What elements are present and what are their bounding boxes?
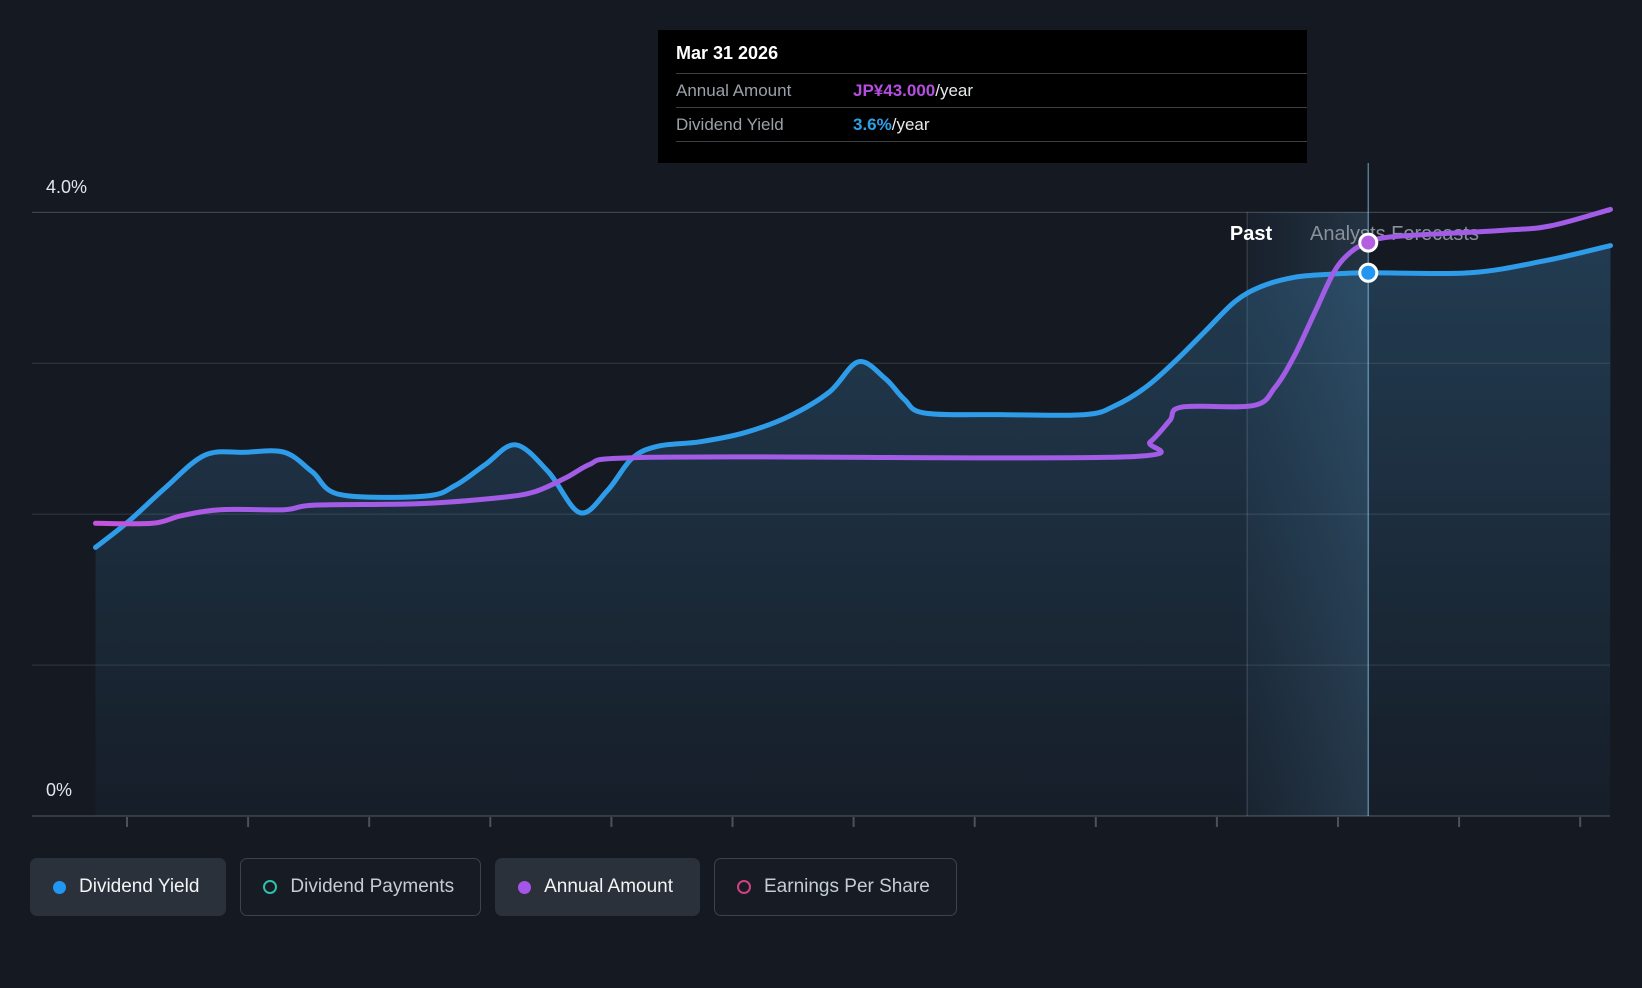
dividend-yield-dot-icon: [53, 880, 66, 894]
dividend-yield-area: [95, 245, 1611, 817]
y-axis-bottom-label: 0%: [46, 780, 72, 800]
past-label: Past: [1230, 223, 1273, 245]
tooltip-row-annual-amount: Annual Amount JP¥43.000 /year: [676, 73, 1307, 107]
forecast-label: Analysts Forecasts: [1310, 223, 1479, 245]
dividend-payments-ring-icon: [263, 880, 278, 894]
annual-amount-line: [93, 206, 1613, 527]
chart-canvas[interactable]: Past Analysts Forecasts 4.0% 0% 20162017…: [0, 0, 1642, 830]
tooltip-dividend-yield-suffix: /year: [891, 114, 930, 134]
tooltip-dividend-yield-label: Dividend Yield: [676, 114, 784, 134]
dividend-yield-line: [93, 243, 1613, 550]
annual-amount-marker[interactable]: [1358, 232, 1379, 253]
legend-earnings-per-share-label: Earnings Per Share: [764, 876, 930, 897]
dividend-yield-marker[interactable]: [1358, 262, 1379, 283]
legend-dividend-payments-label: Dividend Payments: [290, 876, 455, 897]
legend-earnings-per-share[interactable]: Earnings Per Share: [714, 858, 957, 916]
tooltip: Mar 31 2026 Annual Amount JP¥43.000 /yea…: [658, 30, 1307, 163]
chart-legend: Dividend Yield Dividend Payments Annual …: [30, 858, 957, 916]
legend-dividend-yield[interactable]: Dividend Yield: [30, 858, 227, 916]
tooltip-date: Mar 31 2026: [676, 43, 779, 63]
legend-dividend-payments[interactable]: Dividend Payments: [240, 858, 482, 916]
tooltip-annual-amount-value: JP¥43.000: [853, 80, 936, 100]
legend-annual-amount-label: Annual Amount: [544, 876, 673, 897]
tooltip-annual-amount-label: Annual Amount: [676, 80, 792, 100]
legend-dividend-yield-label: Dividend Yield: [79, 876, 200, 897]
y-axis-top-label: 4.0%: [46, 177, 87, 197]
legend-annual-amount[interactable]: Annual Amount: [495, 858, 700, 916]
tooltip-dividend-yield-row: Dividend Yield 3.6% /year: [676, 107, 1307, 142]
annual-amount-dot-icon: [518, 880, 532, 894]
tooltip-annual-amount-suffix: /year: [935, 80, 974, 100]
earnings-per-share-ring-icon: [737, 880, 751, 894]
tooltip-dividend-yield-value: 3.6%: [853, 114, 892, 134]
